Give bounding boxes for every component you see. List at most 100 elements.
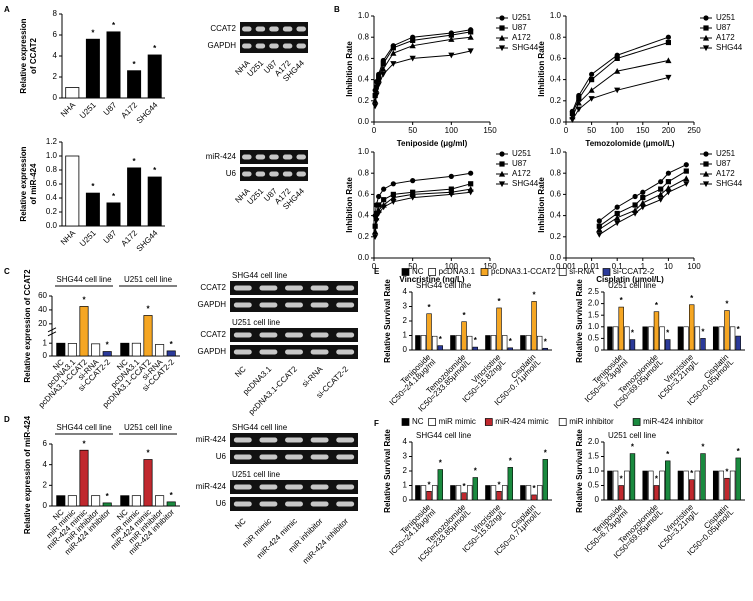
y-tick-label: 0.4 <box>358 75 370 84</box>
bar <box>542 459 548 501</box>
legend-label: NC <box>412 417 424 426</box>
marker <box>589 77 595 83</box>
marker <box>665 34 672 40</box>
y-axis-label: Inhibition Rate <box>345 41 354 97</box>
significance-star: * <box>737 325 741 334</box>
bar <box>501 485 508 501</box>
x-tick-label: 50 <box>408 262 417 271</box>
marker <box>373 218 380 224</box>
marker <box>498 34 506 41</box>
gel-band <box>233 501 252 507</box>
bar <box>56 342 66 357</box>
bar <box>525 335 532 351</box>
marker <box>702 34 710 41</box>
gel-band <box>259 454 278 460</box>
y-tick-label: 0.8 <box>550 32 562 41</box>
significance-star: * <box>701 443 705 452</box>
gel-band <box>336 501 355 507</box>
panel-letter: C <box>4 267 10 276</box>
bar <box>455 485 462 501</box>
gel-band <box>285 484 303 490</box>
significance-star: * <box>666 450 670 459</box>
bar <box>147 54 162 99</box>
marker <box>409 194 416 201</box>
series-line <box>374 36 471 101</box>
bar <box>694 470 701 501</box>
bar <box>618 485 624 501</box>
y-tick-label: 0.6 <box>550 190 562 199</box>
marker <box>703 161 709 167</box>
marker <box>632 193 638 200</box>
marker <box>576 96 582 102</box>
legend-label: U251 <box>716 13 736 22</box>
x-tick-label: U251 <box>78 100 98 120</box>
y-axis-label: of CCAT2 <box>29 38 38 74</box>
bar <box>689 479 695 501</box>
bar <box>624 326 630 351</box>
significance-star: * <box>106 341 110 350</box>
series-line <box>374 188 471 232</box>
marker <box>373 92 380 99</box>
bar <box>102 502 112 507</box>
significance-star: * <box>146 305 150 314</box>
bar <box>648 326 654 351</box>
marker <box>498 45 506 52</box>
bar <box>143 315 153 357</box>
legend-label: U251 <box>512 13 532 22</box>
legend-swatch <box>558 268 567 276</box>
legend-label: A172 <box>716 33 735 42</box>
bar <box>712 470 719 501</box>
y-tick-label: 0 <box>595 495 600 504</box>
y-tick-label: 2 <box>53 72 58 81</box>
marker <box>639 204 646 211</box>
bar <box>466 485 473 501</box>
significance-star: * <box>544 337 548 346</box>
marker <box>683 175 690 182</box>
bar <box>735 457 741 501</box>
y-axis-label: of miR-424 <box>29 163 38 204</box>
gel-band <box>336 285 355 291</box>
y-tick-label: 6 <box>43 439 48 448</box>
y-axis-label: Relative Survival Rate <box>575 429 584 513</box>
significance-star: * <box>725 467 729 476</box>
gel-title: SHG44 cell line <box>232 271 288 280</box>
gel-band <box>259 302 278 308</box>
bar <box>694 326 701 351</box>
marker <box>639 199 646 206</box>
marker <box>375 210 382 217</box>
bar <box>91 495 101 507</box>
bar <box>127 70 142 99</box>
bar <box>147 176 162 227</box>
gel-band-label: U6 <box>226 169 237 178</box>
series-line <box>374 183 471 227</box>
marker <box>467 189 474 196</box>
y-tick-label: 1.2 <box>46 137 58 146</box>
marker <box>665 57 672 64</box>
y-axis-label: Relative expression <box>19 146 28 221</box>
y-tick-label: 0 <box>43 501 48 510</box>
significance-star: * <box>106 492 110 501</box>
gel-band <box>259 285 278 291</box>
marker <box>468 29 474 35</box>
marker <box>499 25 505 31</box>
gel-band <box>310 332 329 338</box>
series-line <box>571 76 669 121</box>
bar <box>642 470 648 501</box>
gel-band <box>285 501 303 507</box>
marker <box>683 181 690 187</box>
subplot-title: SHG44 cell line <box>416 281 472 290</box>
bar <box>607 326 613 351</box>
group-label: U251 cell line <box>124 423 173 432</box>
marker <box>614 204 620 210</box>
bar <box>531 301 537 351</box>
marker <box>569 110 575 117</box>
panel-letter: E <box>374 267 380 276</box>
gel-band-label: GAPDH <box>208 41 237 50</box>
gel-band <box>285 349 303 355</box>
bar <box>665 460 671 501</box>
bar <box>659 470 665 501</box>
marker <box>703 15 709 21</box>
legend-label: A172 <box>716 169 735 178</box>
marker <box>376 202 382 208</box>
x-tick-label: NHA <box>59 100 78 119</box>
